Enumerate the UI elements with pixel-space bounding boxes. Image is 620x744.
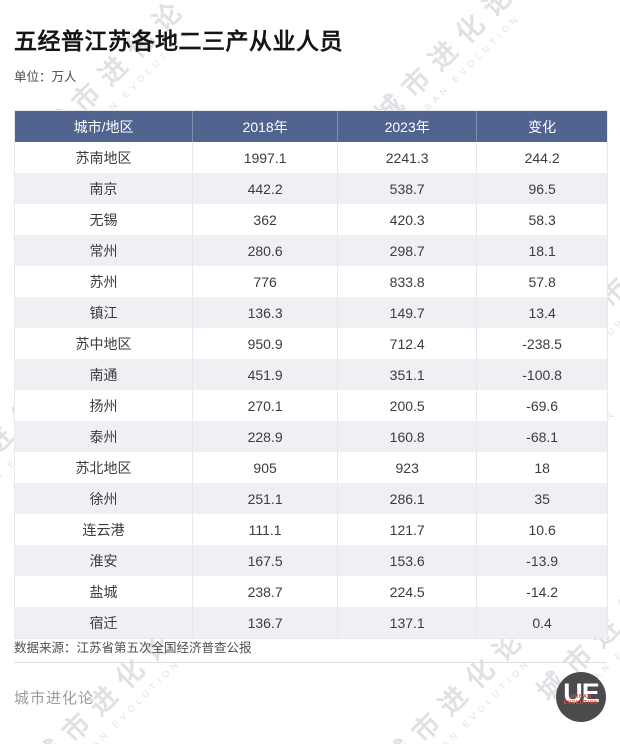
table-cell: 538.7 — [337, 173, 477, 204]
table-cell: -69.6 — [476, 390, 607, 421]
table-cell: 776 — [192, 266, 338, 297]
table-row: 连云港 111.1 121.7 10.6 — [15, 514, 607, 545]
table-cell: 18.1 — [476, 235, 607, 266]
table-cell: 420.3 — [337, 204, 477, 235]
table-cell: 徐州 — [89, 490, 118, 507]
table-cell: -68.1 — [476, 421, 607, 452]
table-row: 泰州 228.9 160.8 -68.1 — [15, 421, 607, 452]
table-row: 扬州 270.1 200.5 -69.6 — [15, 390, 607, 421]
table-cell: 923 — [337, 452, 477, 483]
table-cell: 286.1 — [337, 483, 477, 514]
column-header: 城市/地区 — [15, 111, 193, 142]
table-cell: 57.8 — [476, 266, 607, 297]
table-cell: 905 — [192, 452, 338, 483]
table-cell: 149.7 — [337, 297, 477, 328]
table-header-row: 城市/地区 2018年 2023年 变化 — [15, 111, 607, 142]
table-cell: 苏南地区 — [75, 149, 132, 166]
table-cell: 280.6 — [192, 235, 338, 266]
brand-logo: UE URBAN EVOLUTION — [556, 672, 606, 722]
table-cell: 1997.1 — [192, 142, 338, 173]
brand-name: 城市进化论 — [14, 690, 95, 707]
table-cell: 451.9 — [192, 359, 338, 390]
table-cell: -238.5 — [476, 328, 607, 359]
table-cell: 苏中地区 — [75, 335, 132, 352]
unit-label: 单位：万人 — [14, 70, 77, 84]
table-row: 南通 451.9 351.1 -100.8 — [15, 359, 607, 390]
table-cell: 224.5 — [337, 576, 477, 607]
table-cell: 228.9 — [192, 421, 338, 452]
table-cell: 111.1 — [192, 514, 338, 545]
table-cell: 833.8 — [337, 266, 477, 297]
table-cell: 442.2 — [192, 173, 338, 204]
table-cell: 35 — [476, 483, 607, 514]
table-cell: 136.7 — [192, 607, 338, 638]
table-row: 苏中地区 950.9 712.4 -238.5 — [15, 328, 607, 359]
table-row: 宿迁 136.7 137.1 0.4 — [15, 607, 607, 638]
table-cell: 18 — [476, 452, 607, 483]
table-cell: 13.4 — [476, 297, 607, 328]
table-cell: 167.5 — [192, 545, 338, 576]
table-row: 南京 442.2 538.7 96.5 — [15, 173, 607, 204]
table-cell: 盐城 — [89, 583, 118, 600]
table-cell: 10.6 — [476, 514, 607, 545]
table-body: 苏南地区 1997.1 2241.3 244.2 南京 442.2 538.7 96.5 无锡 3… — [15, 142, 607, 638]
table-row: 苏南地区 1997.1 2241.3 244.2 — [15, 142, 607, 173]
table-cell: 153.6 — [337, 545, 477, 576]
table-cell: 南京 — [89, 180, 118, 197]
logo-monogram: UE — [563, 678, 600, 708]
table-cell: 270.1 — [192, 390, 338, 421]
column-header: 变化 — [476, 111, 607, 142]
data-table: 城市/地区 2018年 2023年 变化 苏南地区 1997.1 2241.3 244.2 南… — [15, 111, 607, 638]
table-cell: 121.7 — [337, 514, 477, 545]
table-cell: 苏北地区 — [75, 459, 132, 476]
page-title: 五经普江苏各地二三产从业人员 — [14, 28, 343, 54]
column-header: 2018年 — [192, 111, 338, 142]
logo-subtext: URBAN EVOLUTION — [563, 694, 599, 706]
table-row: 盐城 238.7 224.5 -14.2 — [15, 576, 607, 607]
table-row: 苏州 776 833.8 57.8 — [15, 266, 607, 297]
table-cell: 362 — [192, 204, 338, 235]
table-cell: 351.1 — [337, 359, 477, 390]
table-cell: 0.4 — [476, 607, 607, 638]
column-header: 2023年 — [337, 111, 477, 142]
table-row: 淮安 167.5 153.6 -13.9 — [15, 545, 607, 576]
data-table-wrap: 城市/地区 2018年 2023年 变化 苏南地区 1997.1 2241.3 244.2 南… — [14, 110, 608, 639]
footer-divider — [14, 662, 606, 663]
table-cell: -14.2 — [476, 576, 607, 607]
table-cell: -100.8 — [476, 359, 607, 390]
table-cell: 镇江 — [89, 304, 118, 321]
table-cell: 96.5 — [476, 173, 607, 204]
table-cell: 常州 — [89, 242, 118, 259]
table-row: 常州 280.6 298.7 18.1 — [15, 235, 607, 266]
table-cell: 宿迁 — [89, 614, 118, 631]
table-cell: 58.3 — [476, 204, 607, 235]
table-cell: 244.2 — [476, 142, 607, 173]
table-cell: 无锡 — [89, 211, 118, 228]
table-row: 镇江 136.3 149.7 13.4 — [15, 297, 607, 328]
table-cell: 2241.3 — [337, 142, 477, 173]
table-cell: 238.7 — [192, 576, 338, 607]
table-cell: -13.9 — [476, 545, 607, 576]
table-cell: 连云港 — [82, 521, 125, 538]
table-cell: 137.1 — [337, 607, 477, 638]
table-cell: 136.3 — [192, 297, 338, 328]
table-cell: 苏州 — [89, 273, 118, 290]
table-cell: 淮安 — [89, 552, 118, 569]
table-cell: 扬州 — [89, 397, 118, 414]
table-cell: 160.8 — [337, 421, 477, 452]
source-note: 数据来源：江苏省第五次全国经济普查公报 — [14, 641, 252, 655]
table-cell: 南通 — [89, 366, 118, 383]
table-cell: 251.1 — [192, 483, 338, 514]
table-cell: 298.7 — [337, 235, 477, 266]
table-row: 无锡 362 420.3 58.3 — [15, 204, 607, 235]
table-row: 徐州 251.1 286.1 35 — [15, 483, 607, 514]
table-cell: 泰州 — [89, 428, 118, 445]
table-cell: 200.5 — [337, 390, 477, 421]
table-cell: 950.9 — [192, 328, 338, 359]
table-cell: 712.4 — [337, 328, 477, 359]
watermark-en-text: URBAN EVOLUTION — [417, 657, 533, 744]
table-row: 苏北地区 905 923 18 — [15, 452, 607, 483]
